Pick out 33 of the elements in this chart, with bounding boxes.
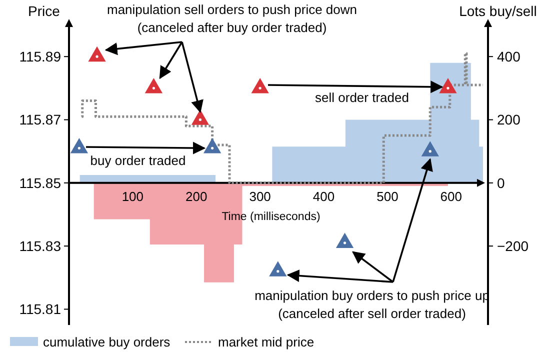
point [422,142,439,156]
point [192,110,209,125]
annotation: sell order traded [315,90,409,105]
y-tick-label: 115.89 [19,48,62,64]
point [440,78,456,94]
legend-label: cumulative buy orders [43,334,171,350]
y2-tick-label: 200 [497,112,521,128]
x-tick-label: 600 [440,188,462,204]
x-tick-label: 400 [312,188,335,204]
y-axis-title: Price [28,3,60,19]
annotation: buy order traded [90,153,186,168]
y-tick-label: 115.81 [19,301,62,318]
point [269,262,286,276]
annotation: manipulation sell orders to push price down (canceled after buy order traded) [106,2,358,35]
x-tick-label: 100 [122,188,144,204]
y2-tick-label: 400 [497,48,521,64]
point [336,233,354,248]
y-tick-label: 115.85 [19,174,62,191]
point [88,46,106,62]
y2-axis-title: Lots buy/sell [459,3,537,19]
x-tick-label: 300 [249,188,271,204]
point [252,78,269,94]
point [145,78,162,94]
y-tick-label: 115.87 [19,112,62,128]
y2-tick-label: 0 [497,174,505,191]
x-tick-label: 500 [376,188,398,204]
x-tick-label: 200 [186,188,208,204]
x-axis-title: Time (milliseconds) [222,210,320,223]
point [70,138,88,154]
y2-tick-label: −200 [497,238,529,254]
y-tick-label: 115.83 [19,238,62,254]
legend-label: market mid price [218,334,314,350]
point [204,138,221,154]
